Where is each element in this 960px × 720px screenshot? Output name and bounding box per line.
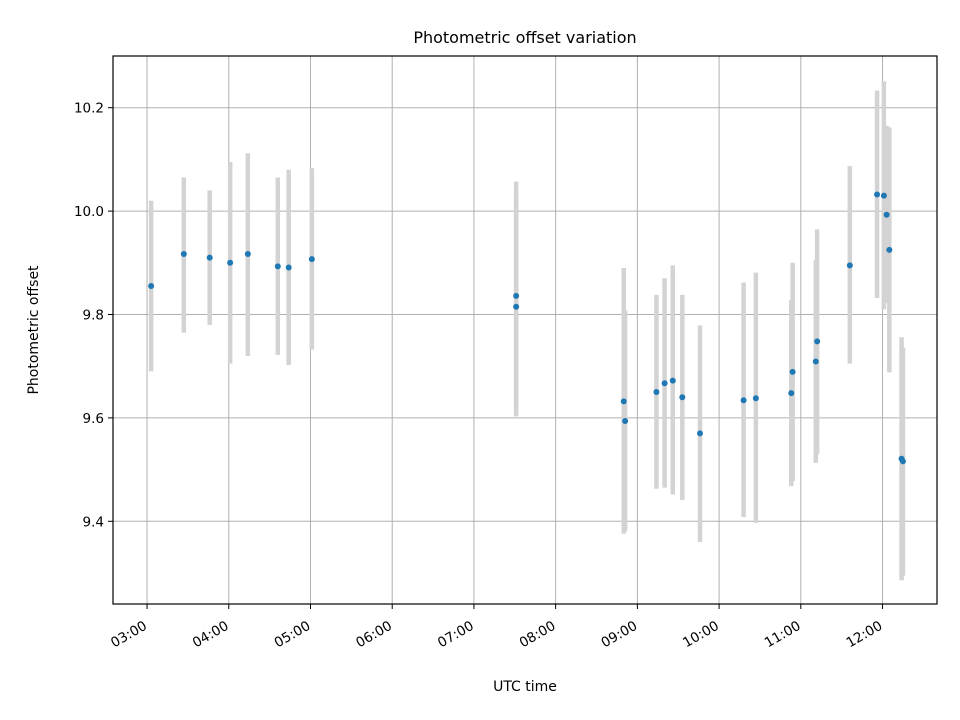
y-tick-label: 9.6 xyxy=(83,411,104,427)
x-axis-ticks: 03:00 04:00 05:00 06:00 07:00 08:00 09:00 10:00… xyxy=(108,604,885,651)
data-point xyxy=(697,430,704,437)
x-tick-label: 10:00 xyxy=(680,618,722,651)
y-axis-ticks: 9.4 9.6 9.8 10.0 10.2 xyxy=(74,101,113,530)
y-tick-label: 10.0 xyxy=(74,204,104,220)
x-tick-label: 09:00 xyxy=(598,618,640,651)
data-point xyxy=(669,377,676,384)
data-point xyxy=(812,358,819,365)
grid-layer xyxy=(113,56,937,604)
x-tick-label: 05:00 xyxy=(272,618,314,651)
data-point xyxy=(740,397,747,404)
data-point xyxy=(789,368,796,375)
data-point xyxy=(886,246,893,253)
data-point xyxy=(620,398,627,405)
x-tick-label: 03:00 xyxy=(108,618,150,651)
data-point xyxy=(274,263,281,270)
data-point xyxy=(513,292,520,299)
data-point xyxy=(752,395,759,402)
x-tick-label: 11:00 xyxy=(762,618,804,651)
point-layer xyxy=(148,191,906,465)
data-point xyxy=(513,303,520,310)
y-tick-label: 9.4 xyxy=(83,514,104,530)
data-point xyxy=(206,254,213,261)
data-point xyxy=(883,211,890,218)
y-tick-label: 10.2 xyxy=(74,101,104,117)
data-point xyxy=(814,338,821,345)
x-tick-label: 12:00 xyxy=(844,618,886,651)
data-point xyxy=(880,192,887,199)
errorbar-layer xyxy=(148,81,906,581)
data-point xyxy=(899,458,906,465)
x-axis-label: UTC time xyxy=(493,679,557,695)
x-tick-label: 06:00 xyxy=(353,618,395,651)
data-point xyxy=(244,251,251,258)
data-point xyxy=(285,264,292,271)
data-point xyxy=(653,389,660,396)
y-tick-label: 9.8 xyxy=(83,307,104,323)
data-point xyxy=(874,191,881,198)
plot-frame xyxy=(112,55,938,605)
y-axis-label: Photometric offset xyxy=(26,265,42,395)
x-tick-label: 08:00 xyxy=(517,618,559,651)
x-tick-label: 04:00 xyxy=(190,618,232,651)
chart-title: Photometric offset variation xyxy=(413,28,636,47)
data-point xyxy=(679,394,686,401)
data-point xyxy=(148,283,155,290)
data-point xyxy=(308,256,315,263)
data-point xyxy=(846,262,853,269)
data-point xyxy=(227,259,234,266)
data-point xyxy=(788,390,795,397)
data-point xyxy=(661,380,668,387)
data-point xyxy=(622,417,629,424)
x-tick-label: 07:00 xyxy=(435,618,477,651)
data-point xyxy=(180,251,187,258)
